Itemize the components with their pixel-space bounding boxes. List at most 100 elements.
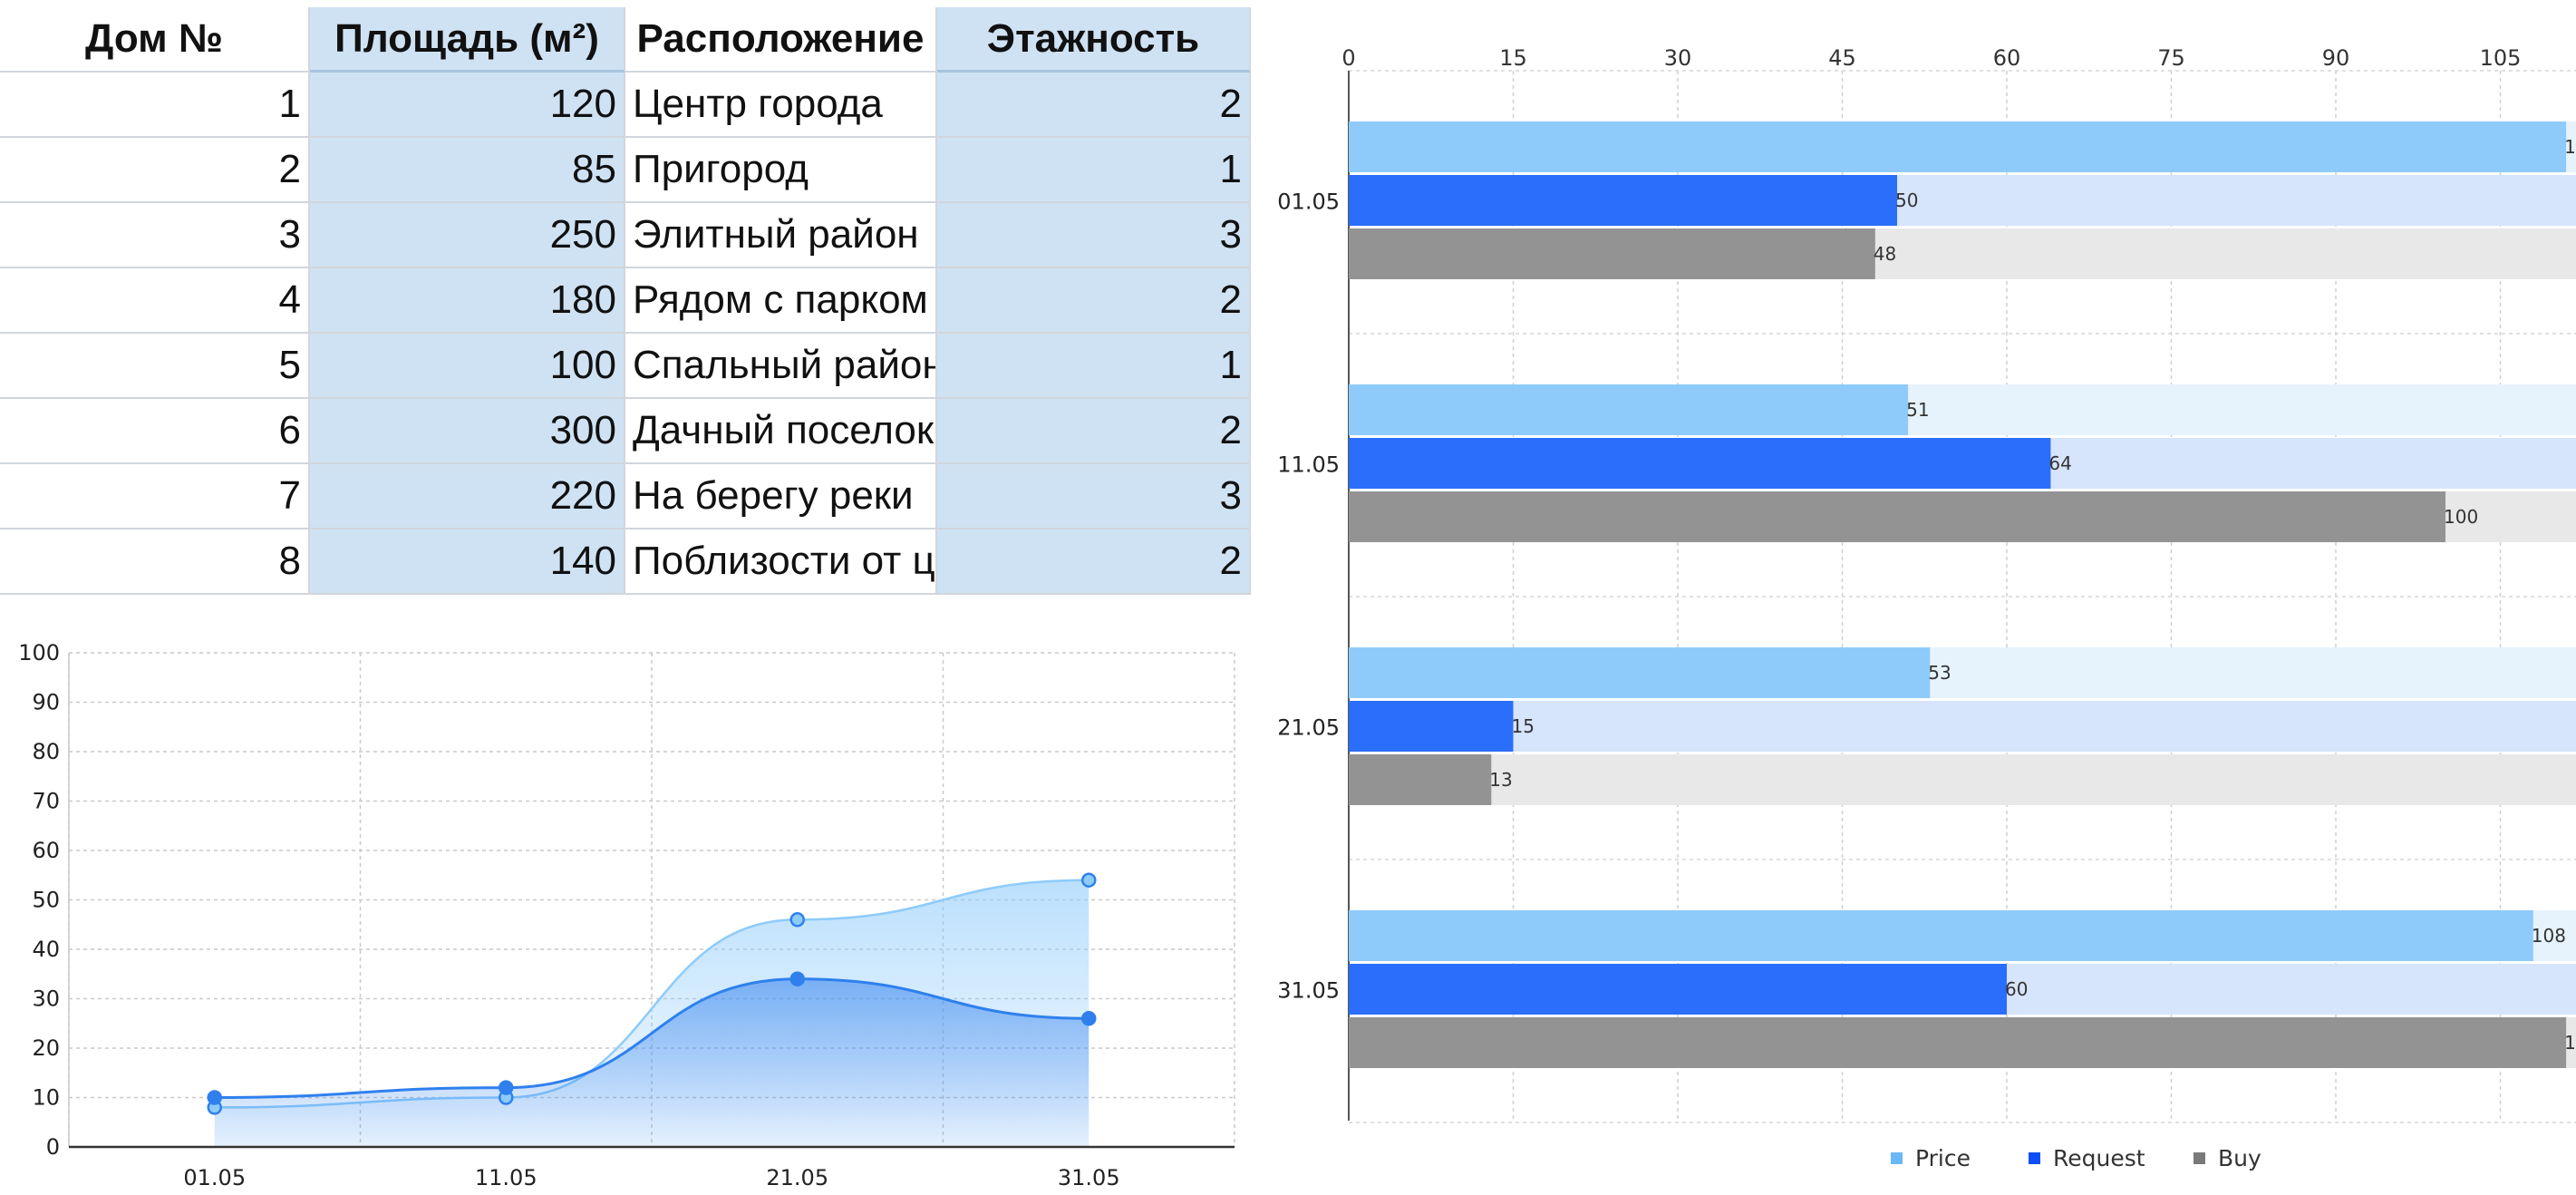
cell-location[interactable]: Поблизости от центра (625, 529, 937, 595)
bar-price[interactable] (1349, 647, 1931, 698)
bar-request[interactable] (1349, 175, 1897, 226)
cell-house-number[interactable]: 3 (0, 203, 310, 268)
bar-request[interactable] (1349, 964, 2007, 1015)
x-tick-label: 105 (2480, 45, 2522, 71)
y-category-label: 31.05 (1277, 978, 1340, 1004)
bar-price[interactable] (1349, 910, 2533, 961)
cell-location[interactable]: Спальный район (625, 334, 937, 399)
cell-area[interactable]: 300 (310, 399, 625, 464)
legend-marker (1891, 1152, 1903, 1164)
cell-house-number[interactable]: 1 (0, 73, 310, 138)
y-category-label: 11.05 (1277, 452, 1340, 478)
cell-location[interactable]: Дачный поселок (625, 399, 937, 464)
cell-area[interactable]: 140 (310, 529, 625, 595)
cell-area[interactable]: 250 (310, 203, 625, 268)
legend-label[interactable]: Buy (2218, 1145, 2261, 1171)
bar-chart: 0153045607590105120111504801.05516410011… (1277, 45, 2576, 1171)
x-tick-label: 90 (2322, 45, 2350, 71)
bar-buy[interactable] (1349, 228, 1875, 279)
cell-location[interactable]: Элитный район (625, 203, 937, 268)
cell-floors[interactable]: 2 (937, 529, 1251, 595)
bar-request[interactable] (1349, 438, 2051, 489)
y-tick-label: 50 (32, 888, 60, 913)
header-area[interactable]: Площадь (м²) (310, 7, 625, 73)
legend-label[interactable]: Request (2053, 1145, 2145, 1171)
bar-price[interactable] (1349, 121, 2567, 172)
bar-value-label: 13 (1489, 769, 1512, 791)
cell-area[interactable]: 100 (310, 334, 625, 399)
bar-value-label: 15 (1512, 715, 1535, 737)
y-tick-label: 100 (18, 640, 60, 666)
cell-house-number[interactable]: 6 (0, 399, 310, 464)
y-tick-label: 80 (32, 739, 60, 764)
area-chart: 0 10 20 30 40 50 60 70 80 90 100 01.05 11.05 21.05 31.… (18, 640, 1235, 1190)
cell-house-number[interactable]: 5 (0, 334, 310, 399)
x-tick-label: 30 (1664, 45, 1692, 71)
y-tick-label: 30 (32, 986, 60, 1012)
bar-value-label: 60 (2005, 978, 2028, 1000)
spreadsheet-table: Дом № Площадь (м²) Расположение Этажност… (0, 7, 1251, 597)
y-tick-label: 10 (32, 1085, 60, 1111)
bar-buy[interactable] (1349, 1017, 2567, 1068)
bar-track (1349, 754, 2576, 805)
y-tick-label: 0 (46, 1134, 60, 1160)
cell-location[interactable]: Пригород (625, 138, 937, 203)
legend-marker (2193, 1152, 2205, 1164)
cell-floors[interactable]: 1 (937, 138, 1251, 203)
data-point[interactable] (1081, 872, 1097, 888)
bar-buy[interactable] (1349, 491, 2445, 542)
series-area (214, 978, 1089, 1147)
cell-house-number[interactable]: 7 (0, 464, 310, 529)
cell-area[interactable]: 180 (310, 268, 625, 334)
bar-value-label: 108 (2532, 925, 2566, 947)
series-line (214, 977, 1089, 1099)
data-point[interactable] (1081, 1011, 1097, 1026)
cell-area[interactable]: 85 (310, 138, 625, 203)
bar-value-label: 64 (2048, 452, 2071, 474)
cell-house-number[interactable]: 2 (0, 138, 310, 203)
bar-buy[interactable] (1349, 754, 1492, 805)
header-house-number[interactable]: Дом № (0, 7, 310, 73)
x-tick-label: 60 (1993, 45, 2021, 71)
bar-value-label: 50 (1895, 189, 1918, 211)
cell-house-number[interactable]: 8 (0, 529, 310, 595)
bar-value-label: 100 (2444, 506, 2478, 528)
y-tick-label: 20 (32, 1035, 60, 1061)
x-tick-label: 0 (1341, 45, 1355, 71)
y-tick-label: 40 (32, 937, 60, 962)
y-category-label: 21.05 (1277, 715, 1340, 741)
x-tick-label: 15 (1499, 45, 1527, 71)
cell-area[interactable]: 120 (310, 73, 625, 138)
cell-location[interactable]: Центр города (625, 73, 937, 138)
legend-label[interactable]: Price (1915, 1145, 1971, 1171)
bar-value-label: 51 (1906, 399, 1929, 421)
data-point[interactable] (789, 912, 805, 928)
bar-value-label: 111 (2564, 136, 2576, 158)
x-tick-label: 45 (1828, 45, 1856, 71)
bar-value-label: 53 (1928, 662, 1951, 684)
x-tick-label: 11.05 (475, 1165, 537, 1190)
x-tick-label: 21.05 (766, 1165, 828, 1190)
data-point[interactable] (499, 1080, 514, 1095)
cell-floors[interactable]: 2 (937, 399, 1251, 464)
cell-floors[interactable]: 2 (937, 73, 1251, 138)
x-tick-label: 31.05 (1058, 1165, 1120, 1190)
cell-location[interactable]: Рядом с парком (625, 268, 937, 334)
bar-value-label: 111 (2564, 1032, 2576, 1054)
header-floors[interactable]: Этажность (937, 7, 1251, 73)
cell-floors[interactable]: 3 (937, 203, 1251, 268)
bar-request[interactable] (1349, 701, 1514, 752)
cell-floors[interactable]: 3 (937, 464, 1251, 529)
data-point[interactable] (207, 1090, 222, 1105)
x-tick-label: 01.05 (183, 1165, 246, 1190)
header-location[interactable]: Расположение (625, 7, 937, 73)
cell-floors[interactable]: 2 (937, 268, 1251, 334)
cell-location[interactable]: На берегу реки (625, 464, 937, 529)
bar-value-label: 48 (1874, 243, 1896, 265)
cell-area[interactable]: 220 (310, 464, 625, 529)
data-point[interactable] (789, 971, 805, 986)
bar-price[interactable] (1349, 384, 1909, 435)
cell-house-number[interactable]: 4 (0, 268, 310, 334)
legend-marker (2029, 1152, 2040, 1164)
cell-floors[interactable]: 1 (937, 334, 1251, 399)
